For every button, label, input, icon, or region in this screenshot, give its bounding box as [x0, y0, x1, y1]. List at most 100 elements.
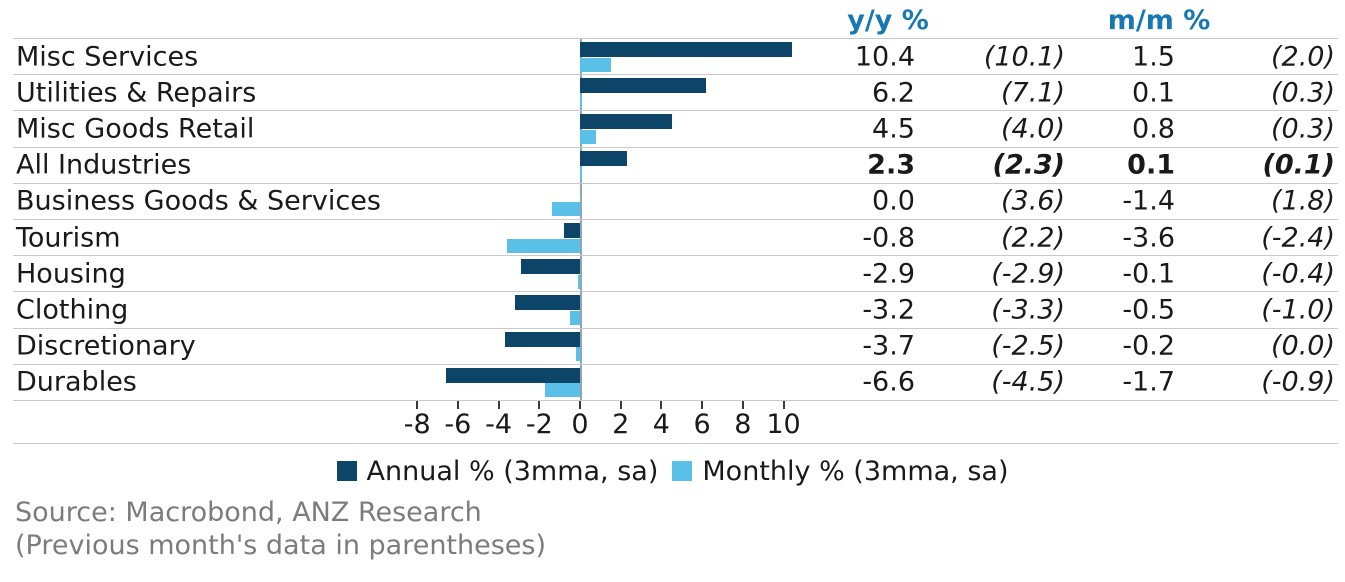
mm-value: 0.8	[1132, 113, 1175, 145]
mm-value: -0.5	[1122, 294, 1175, 326]
table-row: All Industries 2.3 (2.3) 0.1 (0.1)	[13, 146, 1338, 183]
mm-value: -1.7	[1122, 366, 1175, 398]
category-label: Durables	[16, 366, 137, 398]
yy-value: -2.9	[862, 258, 915, 290]
mm-value: 1.5	[1132, 41, 1175, 73]
yy-prev-value: (-3.3)	[991, 294, 1065, 326]
yy-value: 0.0	[872, 185, 915, 217]
monthly-bar	[575, 347, 580, 362]
axis-tick-label: 6	[693, 409, 711, 440]
monthly-bar	[577, 274, 580, 289]
mm-prev-value: (0.1)	[1262, 149, 1335, 181]
mm-prev-value: (1.8)	[1270, 185, 1335, 217]
mm-prev-value: (-0.9)	[1261, 366, 1335, 398]
category-label: Discretionary	[16, 330, 196, 362]
yy-value: -0.8	[862, 222, 915, 254]
monthly-bar	[569, 310, 580, 325]
table-row: Clothing -3.2 (-3.3) -0.5 (-1.0)	[13, 291, 1338, 327]
mm-value: -0.2	[1122, 330, 1175, 362]
axis-tick-mark	[660, 401, 663, 409]
axis-tick-label: 4	[652, 409, 670, 440]
mm-prev-value: (-0.4)	[1261, 258, 1335, 290]
category-label: All Industries	[16, 149, 192, 181]
source-note: Source: Macrobond, ANZ Research (Previou…	[15, 496, 546, 562]
yy-value: -3.2	[862, 294, 915, 326]
legend-label: Monthly % (3mma, sa)	[702, 455, 1009, 487]
table-row: Misc Services 10.4 (10.1) 1.5 (2.0)	[13, 38, 1338, 74]
axis-tick-mark	[741, 401, 744, 409]
yy-prev-value: (-2.9)	[991, 258, 1065, 290]
mm-prev-value: (-2.4)	[1261, 222, 1335, 254]
legend-item-monthly: Monthly % (3mma, sa)	[672, 456, 1008, 487]
yy-prev-value: (10.1)	[983, 41, 1065, 73]
axis-tick-mark	[619, 401, 622, 409]
legend-swatch-icon	[336, 461, 357, 481]
monthly-bar	[545, 383, 580, 398]
yy-prev-value: (7.1)	[1000, 77, 1065, 109]
legend: Annual % (3mma, sa) Monthly % (3mma, sa)	[0, 452, 1345, 490]
annual-bar	[504, 331, 580, 347]
category-label: Misc Services	[16, 41, 199, 73]
axis-tick-mark	[538, 401, 541, 409]
category-label: Misc Goods Retail	[16, 113, 255, 145]
mm-value: -1.4	[1122, 185, 1175, 217]
axis-tick-label: 10	[766, 409, 801, 440]
category-label: Tourism	[16, 222, 121, 254]
axis-tick-mark	[701, 401, 704, 409]
yy-prev-value: (2.3)	[992, 149, 1065, 181]
axis-tick-label: -4	[485, 409, 513, 440]
mm-prev-value: (0.0)	[1270, 330, 1335, 362]
table-row: Durables -6.6 (-4.5) -1.7 (-0.9)	[13, 363, 1338, 400]
mm-prev-value: (0.3)	[1270, 77, 1335, 109]
monthly-bar	[580, 93, 583, 108]
mm-prev-value: (-1.0)	[1261, 294, 1335, 326]
mm-value: -0.1	[1122, 258, 1175, 290]
axis-tick-label: -6	[444, 409, 472, 440]
category-label: Business Goods & Services	[16, 185, 381, 217]
axis-tick-label: 8	[734, 409, 752, 440]
yy-value: 4.5	[872, 113, 915, 145]
legend-item-annual: Annual % (3mma, sa)	[336, 455, 659, 487]
x-axis: -8 -6 -4 -2 0 2 4 6 8 10	[13, 400, 1338, 444]
annual-bar	[445, 367, 580, 383]
yy-value: 10.4	[854, 41, 915, 73]
yy-value: -6.6	[862, 366, 915, 398]
annual-bar	[580, 78, 707, 94]
monthly-bar	[580, 166, 583, 181]
axis-tick-mark	[456, 401, 459, 409]
axis-tick-label: -8	[403, 409, 431, 440]
yy-value: 2.3	[867, 149, 915, 181]
legend-label: Annual % (3mma, sa)	[366, 455, 659, 487]
legend-swatch-icon	[672, 461, 693, 481]
category-label: Housing	[16, 258, 126, 290]
annual-bar	[520, 259, 580, 275]
axis-tick-mark	[579, 401, 581, 409]
axis-tick-label: 0	[571, 409, 589, 440]
yy-value: 6.2	[872, 77, 915, 109]
yy-prev-value: (2.2)	[1000, 222, 1065, 254]
mm-prev-value: (2.0)	[1270, 41, 1335, 73]
yy-prev-value: (4.0)	[1000, 113, 1065, 145]
yy-prev-value: (3.6)	[1000, 185, 1065, 217]
annual-bar	[580, 150, 627, 166]
table-row: Discretionary -3.7 (-2.5) -0.2 (0.0)	[13, 327, 1338, 364]
axis-tick-label: 2	[612, 409, 630, 440]
category-label: Utilities & Repairs	[16, 77, 257, 109]
axis-tick-mark	[416, 401, 419, 409]
chart-rows: Misc Services 10.4 (10.1) 1.5 (2.0) Utilities…	[13, 38, 1338, 401]
monthly-bar	[580, 129, 597, 144]
table-row: Business Goods & Services 0.0 (3.6) -1.4 (1.…	[13, 182, 1338, 219]
category-label: Clothing	[16, 294, 129, 326]
parentheses-note-line: (Previous month's data in parentheses)	[15, 530, 547, 561]
column-header-mm: m/m %	[1107, 5, 1211, 36]
axis-tick-mark	[782, 401, 785, 409]
axis-tick-label: -2	[525, 409, 553, 440]
source-line: Source: Macrobond, ANZ Research	[15, 497, 482, 528]
yy-value: -3.7	[862, 330, 915, 362]
yy-prev-value: (-2.5)	[991, 330, 1065, 362]
annual-bar	[563, 223, 580, 238]
annual-bar	[580, 114, 672, 130]
yy-prev-value: (-4.5)	[991, 366, 1065, 398]
mm-value: -3.6	[1122, 222, 1175, 254]
